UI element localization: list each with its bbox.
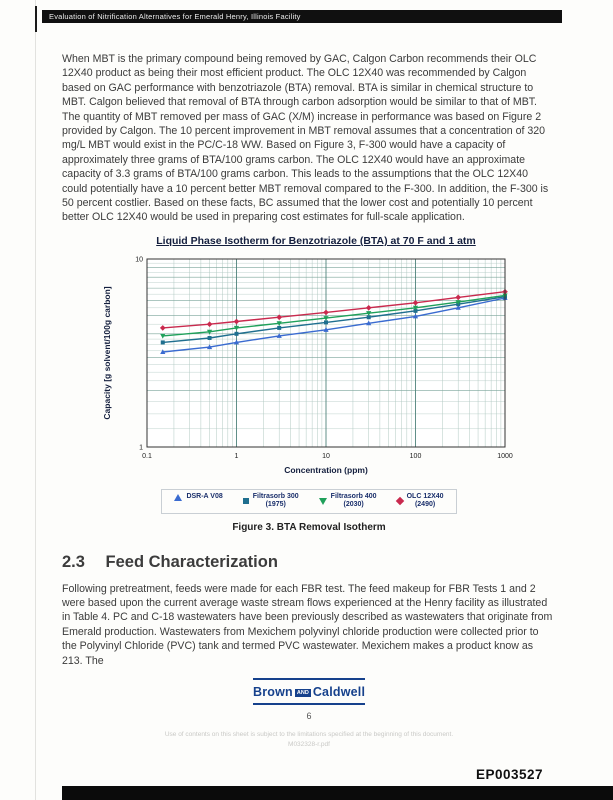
page-content: When MBT is the primary compound being r…: [62, 52, 556, 751]
triangle-down-marker-icon: [318, 497, 327, 505]
legend-item: Filtrasorb 300 (1975): [242, 492, 299, 510]
diamond-marker-icon: [395, 497, 404, 506]
chart-title: Liquid Phase Isotherm for Benzotriazole …: [156, 234, 476, 247]
figure-3-block: Liquid Phase Isotherm for Benzotriazole …: [97, 235, 521, 533]
footer-disclaimer-line2: M032328-r.pdf: [288, 741, 330, 749]
paragraph-feed-characterization: Following pretreatment, feeds were made …: [62, 582, 553, 667]
bottom-scan-bar: [62, 786, 613, 800]
square-marker-icon: [242, 498, 249, 505]
svg-text:1000: 1000: [497, 453, 513, 460]
legend-item: DSR-A V08: [174, 492, 223, 501]
document-title: Evaluation of Nitrification Alternatives…: [49, 12, 301, 21]
legend-item: OLC 12X40 (2490): [395, 492, 444, 510]
svg-text:100: 100: [410, 453, 422, 460]
footer-disclaimer-line1: Use of contents on this sheet is subject…: [164, 731, 454, 739]
svg-text:10: 10: [322, 453, 330, 460]
corner-mark: [35, 6, 37, 32]
legend-item: Filtrasorb 400 (2030): [318, 492, 377, 510]
chart-legend: DSR-A V08 Filtrasorb 300 (1975) Filtrasorb …: [161, 488, 457, 514]
legend-label: Filtrasorb 300 (1975): [252, 492, 299, 509]
logo-and-text: AND: [294, 689, 311, 698]
page-edge-line: [35, 0, 36, 800]
logo-brown-text: Brown: [253, 685, 293, 700]
triangle-up-marker-icon: [174, 493, 183, 501]
svg-text:10: 10: [135, 256, 143, 263]
svg-text:1: 1: [235, 453, 239, 460]
section-number: 2.3: [62, 552, 85, 571]
logo-caldwell-text: Caldwell: [312, 685, 366, 700]
isotherm-chart: 0.1 1 10 100 1000 1 10 Concentration (ppm) Capac…: [102, 256, 513, 475]
paragraph-mbt-gac: When MBT is the primary compound being r…: [62, 53, 549, 224]
legend-label: Filtrasorb 400 (2030): [330, 492, 377, 509]
document-header-bar: Evaluation of Nitrification Alternatives…: [42, 10, 562, 23]
page-number: 6: [306, 711, 312, 722]
svg-text:Concentration (ppm): Concentration (ppm): [284, 465, 368, 475]
figure-caption: Figure 3. BTA Removal Isotherm: [232, 521, 386, 533]
svg-text:1: 1: [139, 444, 143, 451]
brown-and-caldwell-logo: Brown AND Caldwell: [253, 678, 366, 706]
legend-label: DSR-A V08: [186, 492, 223, 500]
svg-text:0.1: 0.1: [142, 453, 152, 460]
footer-disclaimer: Use of contents on this sheet is subject…: [62, 730, 556, 751]
section-heading-2-3: 2.3 Feed Characterization: [62, 553, 556, 572]
bates-stamp: EP003527: [475, 767, 543, 782]
legend-label: OLC 12X40 (2490): [406, 492, 444, 509]
svg-text:Capacity [g solvent/100g carbo: Capacity [g solvent/100g carbon]: [102, 286, 112, 419]
section-title: Feed Characterization: [105, 552, 278, 571]
